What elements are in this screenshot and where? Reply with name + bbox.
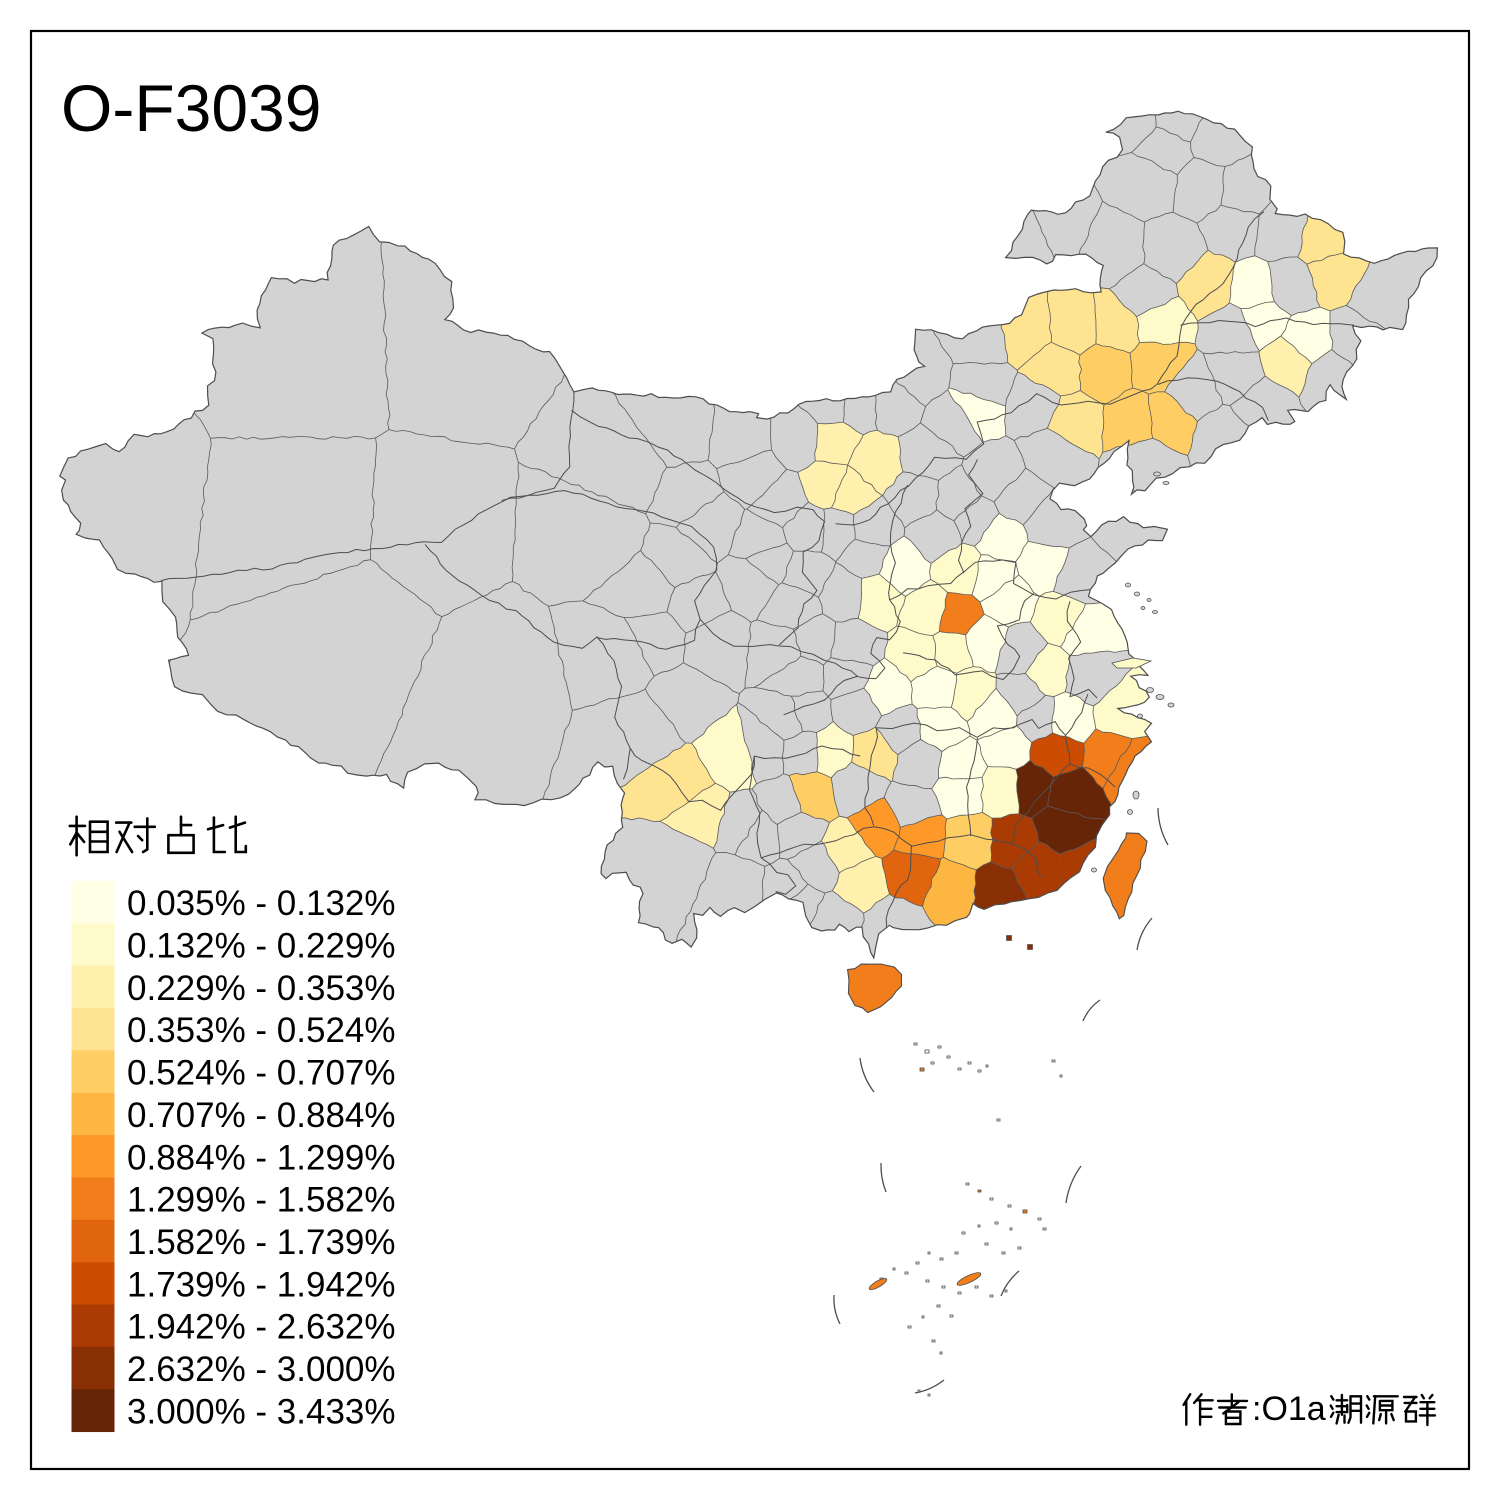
svg-text:0.707% - 0.884%: 0.707% - 0.884% <box>127 1096 396 1135</box>
svg-text:0.229% - 0.353%: 0.229% - 0.353% <box>127 969 396 1008</box>
svg-text:1.582% - 1.739%: 1.582% - 1.739% <box>127 1223 396 1262</box>
svg-text:0.035% - 0.132%: 0.035% - 0.132% <box>127 884 396 923</box>
svg-text:O-F3039: O-F3039 <box>61 71 321 145</box>
svg-text::O1a: :O1a <box>1252 1390 1326 1428</box>
svg-text:0.353% - 0.524%: 0.353% - 0.524% <box>127 1011 396 1050</box>
svg-text:0.884% - 1.299%: 0.884% - 1.299% <box>127 1138 396 1177</box>
svg-text:1.739% - 1.942%: 1.739% - 1.942% <box>127 1265 396 1304</box>
svg-text:1.299% - 1.582%: 1.299% - 1.582% <box>127 1181 396 1220</box>
svg-text:2.632% - 3.000%: 2.632% - 3.000% <box>127 1350 396 1389</box>
svg-text:1.942% - 2.632%: 1.942% - 2.632% <box>127 1308 396 1347</box>
svg-text:3.000% - 3.433%: 3.000% - 3.433% <box>127 1392 396 1431</box>
svg-text:0.524% - 0.707%: 0.524% - 0.707% <box>127 1054 396 1093</box>
svg-text:0.132% - 0.229%: 0.132% - 0.229% <box>127 927 396 966</box>
